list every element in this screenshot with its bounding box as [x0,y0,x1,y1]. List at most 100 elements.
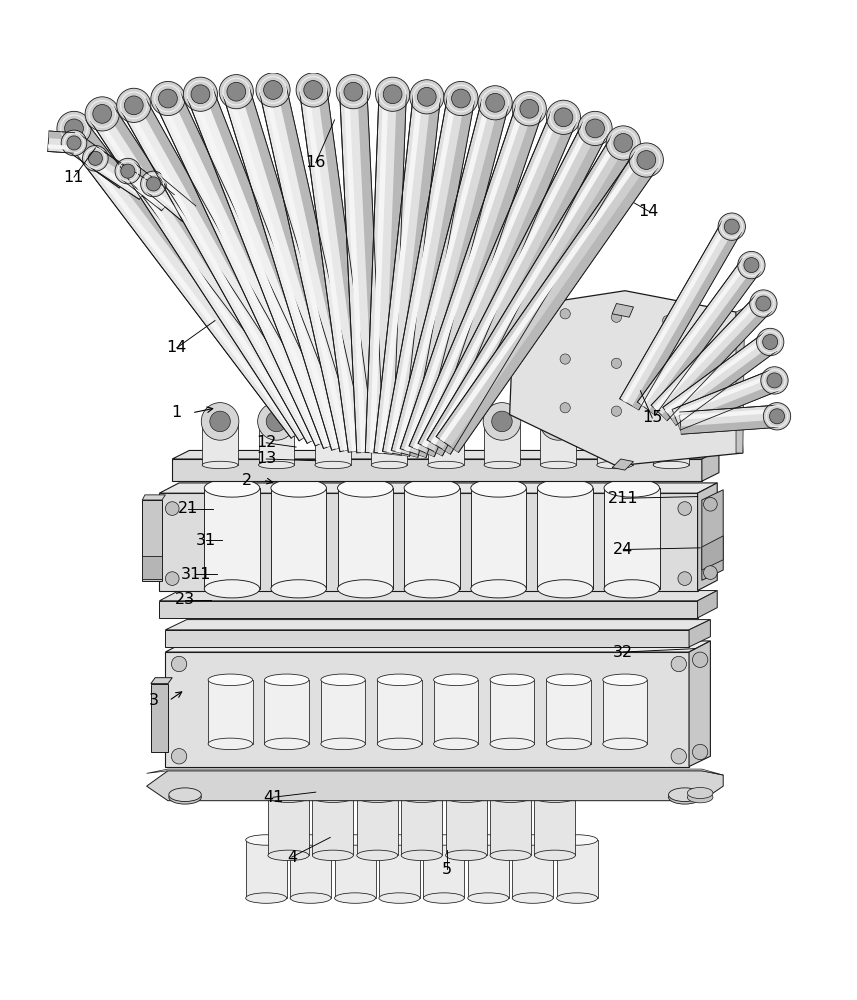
Polygon shape [622,223,728,403]
Polygon shape [413,114,560,450]
Ellipse shape [490,792,531,802]
Polygon shape [129,163,174,200]
Circle shape [606,126,640,160]
Polygon shape [400,99,475,456]
Ellipse shape [169,790,201,804]
Bar [428,424,464,465]
Circle shape [611,358,621,368]
Polygon shape [654,298,761,411]
Ellipse shape [468,835,509,845]
Bar [204,488,260,589]
Circle shape [770,409,784,424]
Bar [334,840,375,898]
Circle shape [560,403,570,413]
Circle shape [492,411,512,432]
Polygon shape [147,769,723,775]
Circle shape [61,130,87,156]
Polygon shape [227,93,341,449]
Polygon shape [300,88,375,452]
Circle shape [548,411,568,432]
Polygon shape [425,119,576,457]
Circle shape [652,403,690,440]
Polygon shape [123,174,166,208]
Circle shape [314,403,351,440]
Circle shape [375,77,410,111]
Polygon shape [392,97,440,455]
Ellipse shape [202,461,238,469]
Ellipse shape [602,674,647,686]
Polygon shape [297,680,309,744]
Polygon shape [344,92,366,453]
Polygon shape [191,96,333,447]
Polygon shape [342,424,351,465]
Circle shape [267,411,287,432]
Polygon shape [260,87,367,452]
Text: 23: 23 [175,592,195,607]
Polygon shape [680,405,778,434]
Polygon shape [66,131,299,436]
Ellipse shape [541,420,576,428]
Bar [259,424,295,465]
Polygon shape [165,630,689,647]
Bar [537,488,593,589]
Bar [602,680,647,744]
Polygon shape [94,116,307,439]
Polygon shape [649,267,760,415]
Polygon shape [400,104,542,457]
Circle shape [410,80,444,114]
Circle shape [554,108,572,127]
Ellipse shape [208,738,253,750]
Polygon shape [665,336,768,414]
Polygon shape [63,120,313,438]
Polygon shape [411,680,422,744]
Ellipse shape [246,835,287,845]
Circle shape [227,82,246,101]
Ellipse shape [291,893,331,903]
Ellipse shape [202,420,238,428]
Ellipse shape [602,738,647,750]
Ellipse shape [271,580,327,598]
Polygon shape [365,840,375,898]
Circle shape [578,111,612,145]
Ellipse shape [265,738,309,750]
Ellipse shape [668,790,701,804]
Circle shape [637,151,656,169]
Ellipse shape [312,850,353,861]
Circle shape [183,77,218,111]
Polygon shape [159,100,324,444]
Circle shape [744,258,759,273]
Text: 211: 211 [608,491,638,506]
Polygon shape [565,797,575,855]
Bar [357,797,398,855]
Polygon shape [142,495,165,500]
Circle shape [151,81,185,116]
Text: 4: 4 [287,850,297,865]
Polygon shape [369,94,388,453]
Circle shape [141,171,166,197]
Circle shape [452,89,470,108]
Polygon shape [317,88,375,450]
Bar [265,680,309,744]
Polygon shape [410,840,420,898]
Ellipse shape [484,461,520,469]
Circle shape [159,89,177,108]
Polygon shape [404,106,525,452]
Polygon shape [69,145,123,185]
Ellipse shape [446,792,487,802]
Bar [512,840,554,898]
Polygon shape [436,152,657,452]
Polygon shape [204,89,349,442]
Polygon shape [188,89,349,449]
Circle shape [757,328,784,356]
Text: 2: 2 [243,473,253,488]
Circle shape [303,81,322,99]
Text: 41: 41 [263,790,283,805]
Ellipse shape [557,835,597,845]
Ellipse shape [334,835,375,845]
Bar [596,424,632,465]
Bar [315,424,351,465]
Bar [446,797,487,855]
Polygon shape [387,97,457,453]
Bar [371,424,407,465]
Text: 15: 15 [642,410,662,425]
